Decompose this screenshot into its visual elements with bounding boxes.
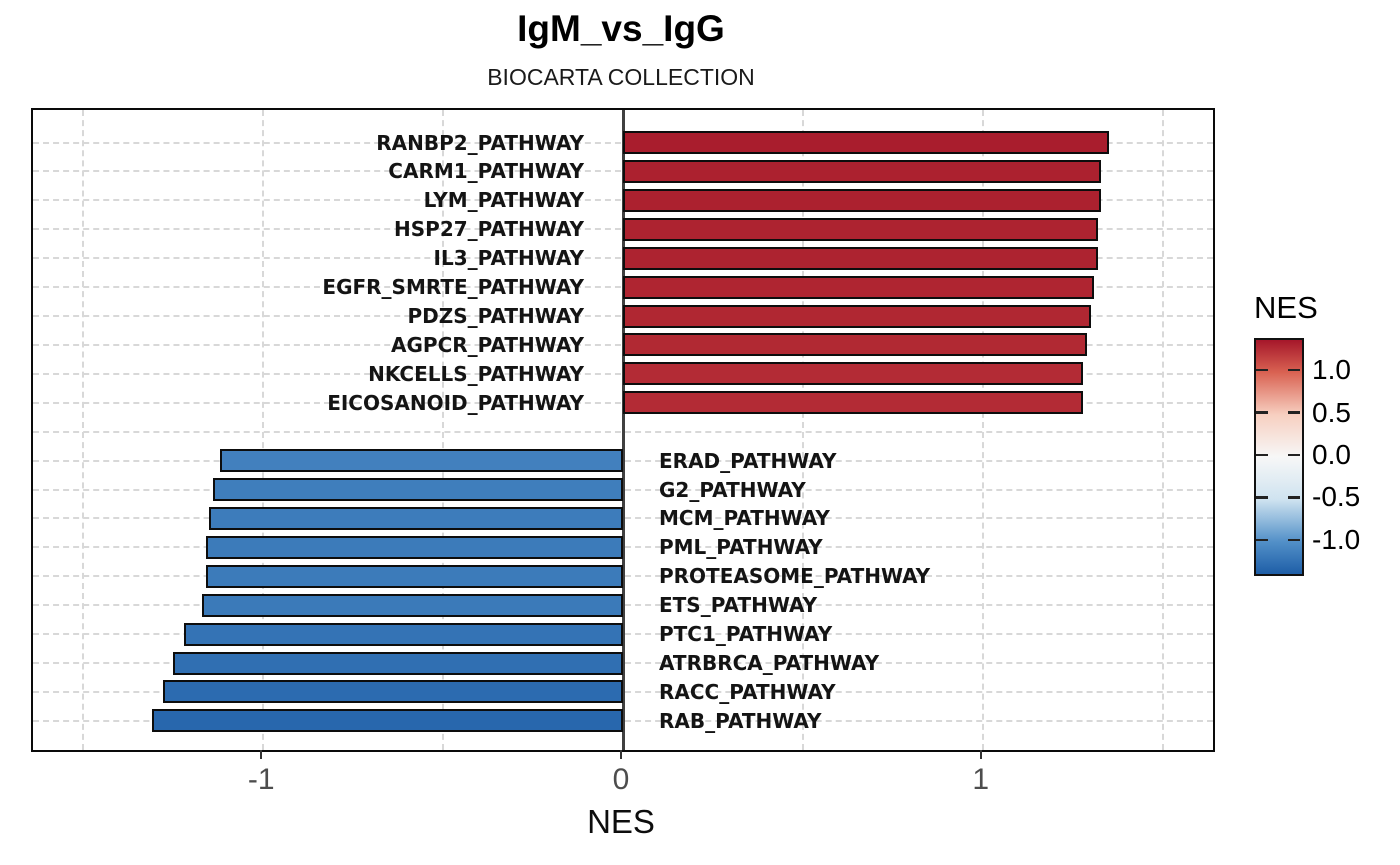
vertical-gridline <box>801 110 804 750</box>
x-axis-tick-label: 1 <box>972 763 990 796</box>
x-axis-tick-label: 0 <box>612 763 630 796</box>
legend-tick-label: -0.5 <box>1312 481 1361 513</box>
x-axis-tick-label: -1 <box>247 763 275 796</box>
nes-bar <box>623 275 1095 299</box>
pathway-label: EGFR_SMRTE_PATHWAY <box>322 275 584 300</box>
pathway-label: AGPCR_PATHWAY <box>391 332 584 357</box>
legend-tick-label: 0.5 <box>1312 396 1351 428</box>
nes-bar <box>623 391 1084 415</box>
plot-panel: RANBP2_PATHWAY CARM1_PATHWAY LYM_PATHWAY HS… <box>31 108 1215 752</box>
nes-bar <box>202 593 623 617</box>
nes-bar <box>184 622 623 646</box>
pathway-label: CARM1_PATHWAY <box>388 159 584 184</box>
pathway-label: NKCELLS_PATHWAY <box>368 361 584 386</box>
nes-bar <box>623 304 1091 328</box>
nes-bar <box>623 131 1109 154</box>
pathway-label: LYM_PATHWAY <box>423 188 584 213</box>
pathway-label: ATRBRCA_PATHWAY <box>659 651 880 676</box>
pathway-label: RANBP2_PATHWAY <box>376 130 584 155</box>
legend-tick-left <box>1256 411 1268 414</box>
nes-bar <box>623 159 1102 183</box>
pathway-label: PML_PATHWAY <box>659 535 823 560</box>
nes-bar <box>209 506 623 530</box>
nes-bar <box>623 246 1098 270</box>
vertical-gridline <box>442 110 445 750</box>
nes-bar <box>623 188 1102 212</box>
chart-title: IgM_vs_IgG <box>517 8 725 49</box>
vertical-gridline <box>981 110 984 750</box>
pathway-label: RAB_PATHWAY <box>659 708 822 733</box>
legend-tick-left <box>1256 496 1268 499</box>
vertical-gridline <box>1161 110 1164 750</box>
legend-title: NES <box>1254 290 1318 325</box>
nes-bar <box>162 680 623 704</box>
pathway-label: PROTEASOME_PATHWAY <box>659 564 931 589</box>
x-axis-tick <box>259 750 263 759</box>
pathway-label: RACC_PATHWAY <box>659 679 836 704</box>
pathway-label: ERAD_PATHWAY <box>659 448 837 473</box>
nes-bar <box>623 333 1088 357</box>
legend-colorbar <box>1254 338 1304 576</box>
pathway-label: EICOSANOID_PATHWAY <box>327 390 584 415</box>
pathway-label: HSP27_PATHWAY <box>394 217 584 242</box>
legend-tick-left <box>1256 453 1268 457</box>
vertical-gridline <box>262 110 265 750</box>
nes-bar <box>623 217 1098 241</box>
legend-tick-label: -1.0 <box>1312 523 1361 555</box>
pathway-label: G2_PATHWAY <box>659 477 806 502</box>
legend-tick-left <box>1256 538 1268 542</box>
chart-subtitle: BIOCARTA COLLECTION <box>487 64 755 90</box>
nes-bar <box>151 709 623 733</box>
legend-tick-label: 0.0 <box>1312 439 1351 470</box>
pathway-label: MCM_PATHWAY <box>659 506 830 531</box>
legend-tick-label: 1.0 <box>1312 354 1351 386</box>
nes-bar <box>623 362 1084 386</box>
nes-bar <box>205 535 623 559</box>
x-axis-tick <box>979 750 982 759</box>
nes-bar <box>173 651 623 675</box>
pathway-label: PDZS_PATHWAY <box>407 304 584 329</box>
pathway-label: PTC1_PATHWAY <box>659 622 833 647</box>
vertical-gridline <box>82 110 85 750</box>
legend-tick-right <box>1288 453 1300 457</box>
nes-bar <box>212 478 623 502</box>
x-axis-tick <box>619 750 623 759</box>
legend-tick-left <box>1256 368 1268 372</box>
legend-tick-right <box>1288 368 1300 372</box>
x-axis-title: NES <box>587 803 655 840</box>
pathway-label: ETS_PATHWAY <box>659 593 818 618</box>
nes-bar <box>205 564 623 588</box>
pathway-label: IL3_PATHWAY <box>433 246 584 271</box>
legend-tick-right <box>1288 538 1300 542</box>
zero-axis-line <box>621 110 625 750</box>
nes-bar <box>220 449 623 473</box>
legend-tick-right <box>1288 411 1300 414</box>
legend-tick-right <box>1288 496 1300 499</box>
